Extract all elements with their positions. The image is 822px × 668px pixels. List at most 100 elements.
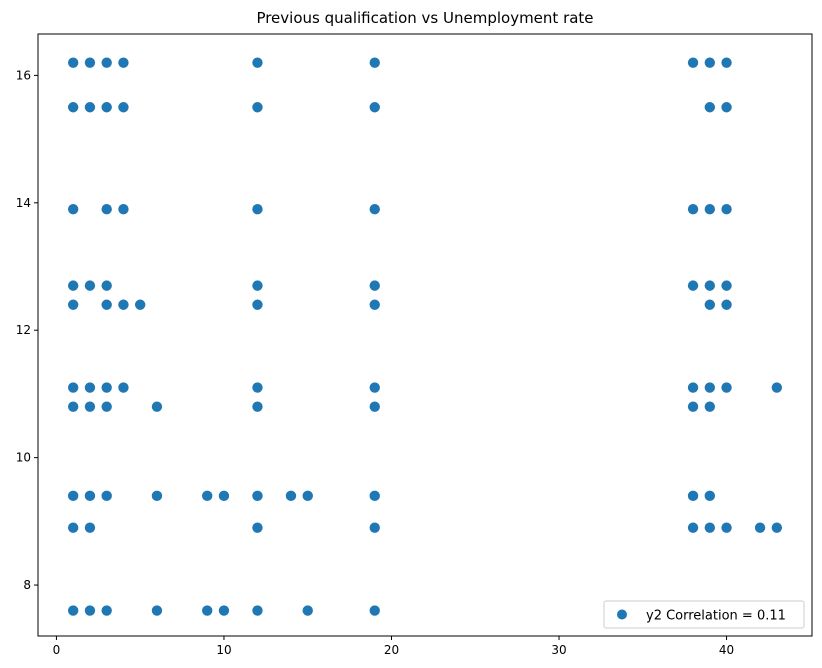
data-point: [218, 490, 230, 502]
data-point: [118, 102, 129, 113]
data-point: [704, 382, 716, 393]
data-point: [369, 605, 380, 616]
data-point: [302, 490, 313, 502]
data-point: [101, 57, 112, 68]
y-tick-label: 10: [16, 451, 31, 465]
data-point: [252, 490, 263, 502]
data-point: [101, 605, 112, 616]
data-point: [687, 57, 699, 68]
data-point: [118, 57, 129, 68]
data-point: [67, 280, 79, 291]
data-point: [101, 280, 112, 291]
data-point: [252, 57, 263, 68]
data-point: [202, 605, 213, 616]
data-point: [252, 280, 263, 291]
data-point: [252, 522, 263, 533]
data-point: [721, 203, 732, 215]
chart-title: Previous qualification vs Unemployment r…: [256, 9, 593, 27]
data-point: [118, 203, 129, 215]
data-point: [67, 490, 79, 502]
data-point: [687, 401, 699, 412]
data-point: [704, 490, 716, 502]
data-point: [369, 102, 380, 113]
data-point: [101, 102, 112, 113]
data-point: [687, 490, 699, 502]
y-tick-label: 14: [16, 196, 31, 210]
data-point: [704, 203, 716, 215]
data-point: [252, 203, 263, 215]
data-point: [302, 605, 313, 616]
data-point: [118, 382, 129, 393]
points-layer: [67, 57, 783, 616]
data-point: [67, 203, 79, 215]
data-point: [754, 522, 766, 533]
data-point: [252, 102, 263, 113]
data-point: [218, 605, 230, 616]
legend: y2 Correlation = 0.11: [603, 600, 805, 629]
data-point: [704, 280, 716, 291]
data-point: [771, 382, 783, 393]
data-point: [67, 522, 79, 533]
data-point: [134, 299, 146, 310]
data-point: [285, 490, 297, 502]
data-point: [84, 280, 96, 291]
data-point: [252, 605, 263, 616]
data-point: [369, 57, 380, 68]
data-point: [101, 382, 112, 393]
legend-label: y2 Correlation = 0.11: [646, 609, 786, 624]
data-point: [101, 203, 112, 215]
y-tick-label: 12: [16, 323, 31, 337]
data-point: [67, 401, 79, 412]
data-point: [151, 401, 163, 412]
plot-frame: [37, 33, 813, 637]
data-point: [721, 280, 732, 291]
data-point: [369, 522, 380, 533]
data-point: [687, 203, 699, 215]
data-point: [84, 401, 96, 412]
data-point: [721, 57, 732, 68]
data-point: [84, 382, 96, 393]
data-point: [252, 299, 263, 310]
data-point: [84, 490, 96, 502]
data-point: [721, 522, 732, 533]
data-point: [771, 522, 783, 533]
data-point: [101, 401, 112, 412]
data-point: [369, 203, 380, 215]
legend-marker: [617, 609, 627, 620]
data-point: [721, 299, 732, 310]
data-point: [202, 490, 213, 502]
data-point: [252, 382, 263, 393]
data-point: [687, 382, 699, 393]
data-point: [704, 102, 716, 113]
data-point: [369, 299, 380, 310]
data-point: [687, 522, 699, 533]
y-tick-label: 8: [23, 578, 31, 592]
data-point: [704, 57, 716, 68]
data-point: [369, 490, 380, 502]
x-tick-label: 10: [216, 643, 231, 657]
data-point: [67, 382, 79, 393]
data-point: [369, 280, 380, 291]
data-point: [118, 299, 129, 310]
x-tick-label: 40: [719, 643, 734, 657]
data-point: [101, 490, 112, 502]
x-tick-label: 0: [53, 643, 61, 657]
data-point: [84, 605, 96, 616]
x-tick-label: 20: [384, 643, 399, 657]
legend-box: [603, 600, 805, 629]
x-tick-label: 30: [551, 643, 566, 657]
data-point: [67, 102, 79, 113]
data-point: [84, 57, 96, 68]
data-point: [101, 299, 112, 310]
data-point: [252, 401, 263, 412]
data-point: [369, 401, 380, 412]
data-point: [721, 102, 732, 113]
data-point: [84, 102, 96, 113]
data-point: [151, 605, 163, 616]
data-point: [687, 280, 699, 291]
y-tick-label: 16: [16, 68, 31, 82]
data-point: [67, 57, 79, 68]
data-point: [704, 522, 716, 533]
